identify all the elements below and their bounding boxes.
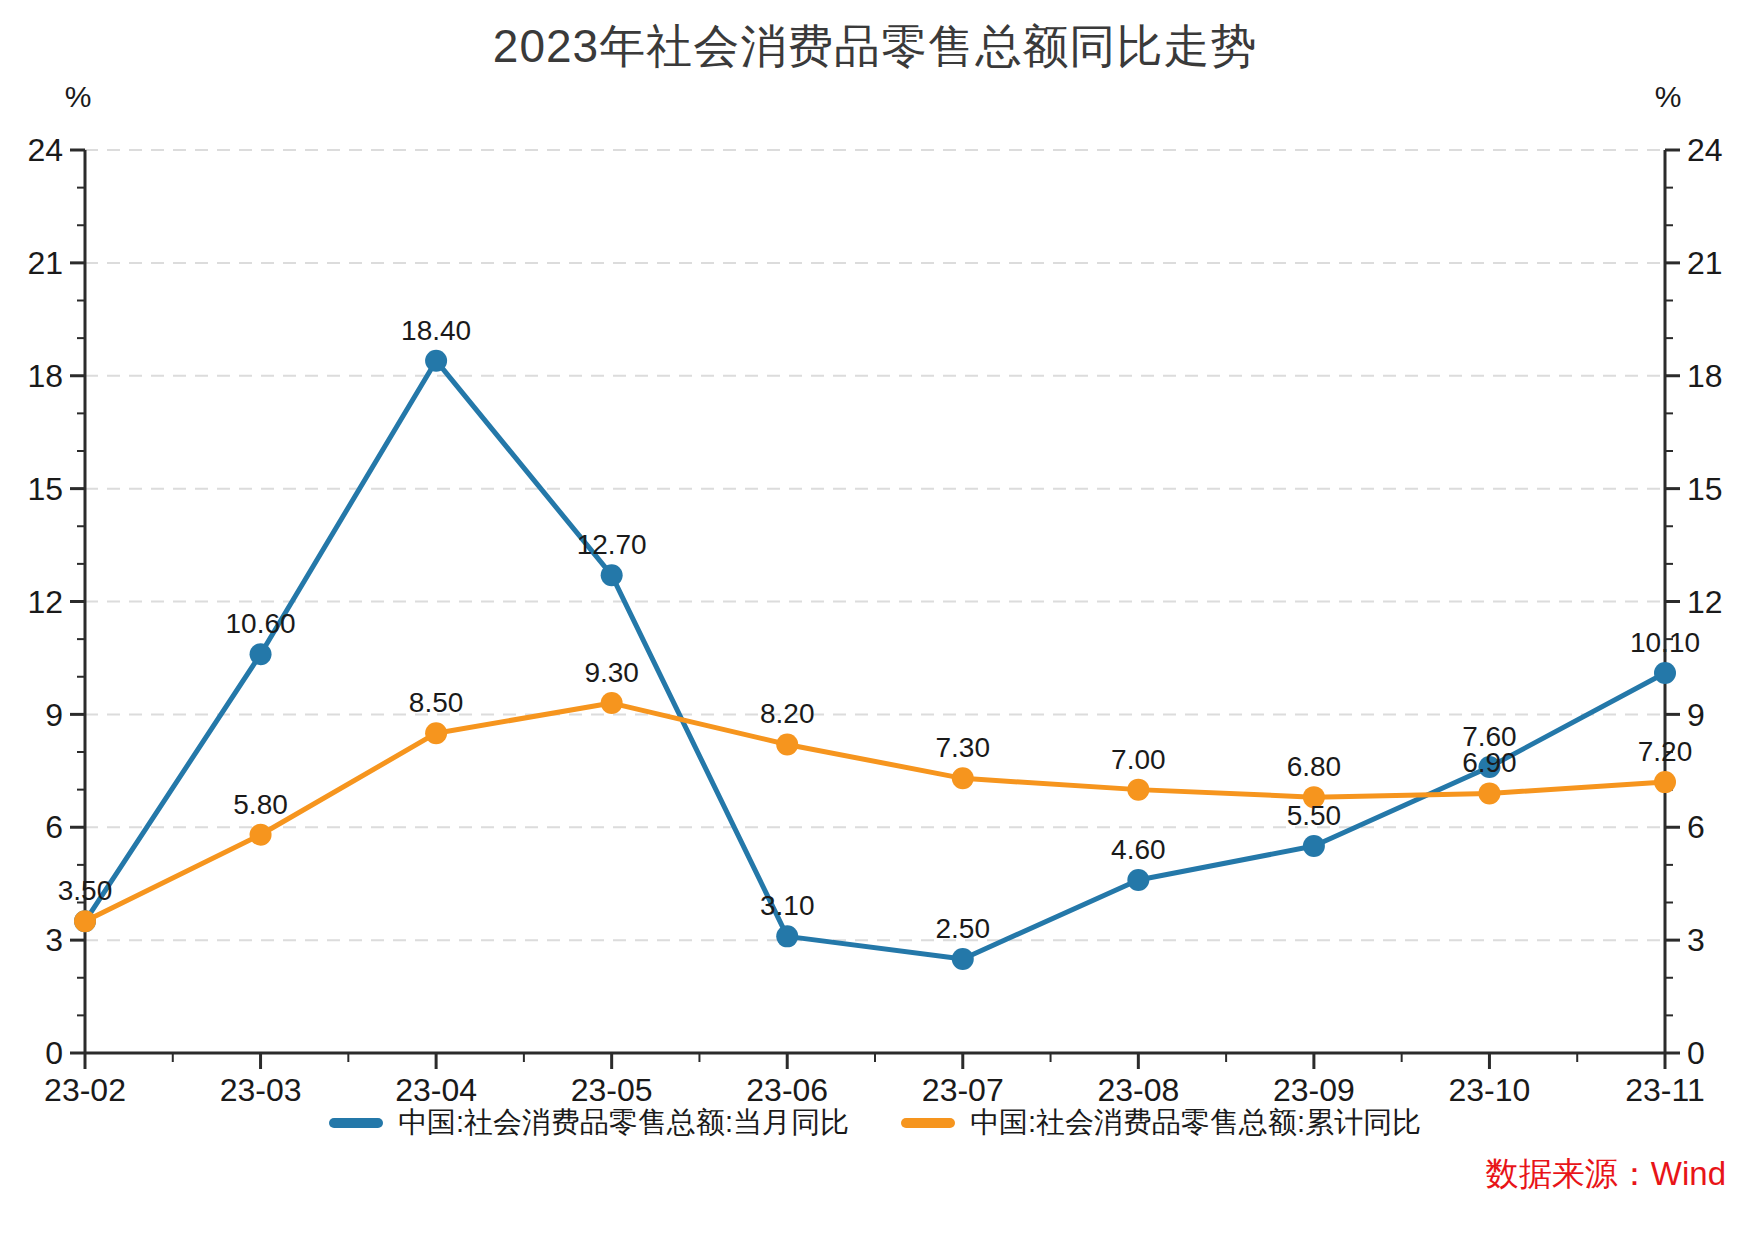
series-0-marker [1127,869,1149,891]
series-0-marker [250,643,272,665]
series-0-marker [1303,835,1325,857]
series-1-marker [1654,771,1676,793]
value-label: 3.10 [760,890,815,921]
series-1-marker [776,733,798,755]
series-0-marker [952,948,974,970]
value-label: 2.50 [936,913,991,944]
series-0-marker [601,564,623,586]
legend-item-monthly-yoy: 中国:社会消费品零售总额:当月同比 [329,1103,849,1143]
y-tick-label-left: 3 [45,922,63,958]
value-label: 10.60 [226,608,296,639]
y-tick-label-right: 6 [1687,809,1705,845]
series-1-marker [250,824,272,846]
value-label: 9.30 [584,657,639,688]
y-tick-label-right: 0 [1687,1035,1705,1071]
legend-item-cumulative-yoy: 中国:社会消费品零售总额:累计同比 [901,1103,1421,1143]
legend-label-monthly-yoy: 中国:社会消费品零售总额:当月同比 [398,1103,849,1143]
value-label: 7.30 [936,732,991,763]
y-tick-label-right: 3 [1687,922,1705,958]
value-label: 6.80 [1287,751,1342,782]
chart-figure: 2023年社会消费品零售总额同比走势 % % 00336699121215151… [0,0,1748,1237]
series-1-line [85,703,1665,921]
y-tick-label-left: 9 [45,697,63,733]
value-label: 12.70 [577,529,647,560]
y-tick-label-right: 24 [1687,132,1723,168]
data-source-note: 数据来源：Wind [1486,1152,1726,1197]
y-tick-label-left: 21 [27,245,63,281]
value-label: 5.80 [233,789,288,820]
legend-swatch-cumulative-yoy-icon [901,1118,955,1128]
series-1-marker [1127,779,1149,801]
value-label: 18.40 [401,315,471,346]
series-0-marker [1654,662,1676,684]
series-1-marker [74,910,96,932]
series-1-marker [601,692,623,714]
series-1-marker [1478,782,1500,804]
y-tick-label-right: 9 [1687,697,1705,733]
value-label: 8.50 [409,687,464,718]
series-1-marker [952,767,974,789]
y-tick-label-right: 21 [1687,245,1723,281]
series-0-marker [776,925,798,947]
y-tick-label-right: 18 [1687,358,1723,394]
legend-label-cumulative-yoy: 中国:社会消费品零售总额:累计同比 [970,1103,1421,1143]
value-label: 7.20 [1638,736,1693,767]
value-label: 7.00 [1111,744,1166,775]
y-tick-label-left: 15 [27,471,63,507]
y-tick-label-left: 24 [27,132,63,168]
value-label: 6.90 [1462,747,1517,778]
y-tick-label-right: 12 [1687,584,1723,620]
y-tick-label-left: 12 [27,584,63,620]
series-0-marker [425,350,447,372]
value-label: 4.60 [1111,834,1166,865]
legend: 中国:社会消费品零售总额:当月同比 中国:社会消费品零售总额:累计同比 [85,1103,1665,1143]
value-label: 5.50 [1287,800,1342,831]
value-label: 3.50 [58,875,113,906]
y-tick-label-left: 18 [27,358,63,394]
y-tick-label-right: 15 [1687,471,1723,507]
legend-swatch-monthly-yoy-icon [329,1118,383,1128]
value-label: 8.20 [760,698,815,729]
y-tick-label-left: 0 [45,1035,63,1071]
value-label: 10.10 [1630,627,1700,658]
series-0-line [85,361,1665,959]
plot-area: 003366991212151518182121242423-0223-0323… [0,0,1748,1237]
y-tick-label-left: 6 [45,809,63,845]
series-1-marker [425,722,447,744]
